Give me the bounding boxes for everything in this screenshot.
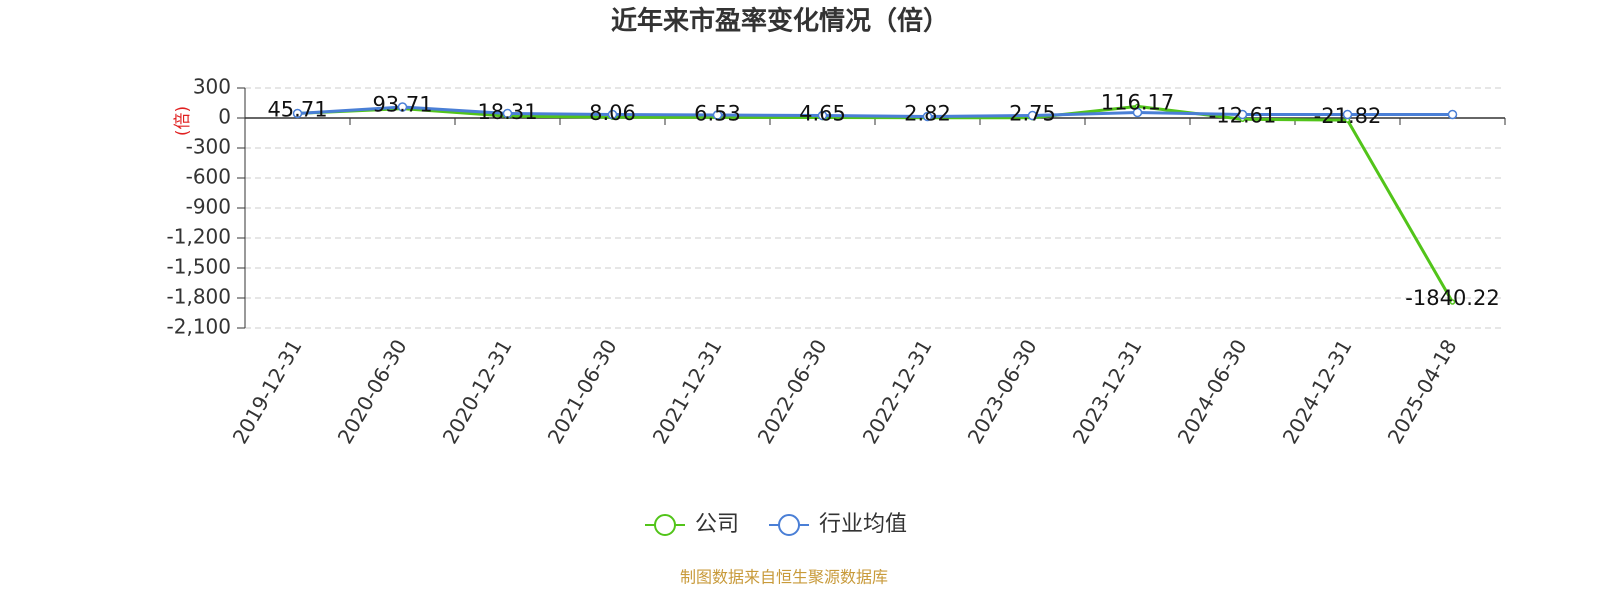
data-label: 8.06 — [589, 101, 636, 125]
legend-label: 行业均值 — [819, 512, 907, 537]
point — [1447, 109, 1458, 120]
data-label: 2.75 — [1009, 102, 1056, 126]
y-tick-label: -1,500 — [167, 255, 231, 279]
x-tick-label: 2022-06-30 — [753, 335, 832, 448]
y-tick-label: 0 — [218, 105, 231, 129]
data-label: -1840.22 — [1405, 286, 1499, 310]
x-tick-label: 2020-06-30 — [333, 335, 412, 448]
y-tick-label: 300 — [193, 75, 231, 99]
data-label: 6.53 — [694, 101, 741, 125]
data-label: 116.17 — [1101, 90, 1174, 114]
x-tick-label: 2024-06-30 — [1173, 335, 1252, 448]
series-line — [297, 105, 1453, 119]
footer: 制图数据来自恒生聚源数据库 — [680, 568, 888, 587]
point — [397, 102, 408, 112]
y-tick-label: -600 — [186, 165, 231, 189]
x-tick-label: 2024-12-31 — [1278, 335, 1357, 448]
x-tick-label: 2020-12-31 — [438, 335, 517, 448]
data-label: 93.71 — [372, 93, 432, 117]
y-tick-label: -2,100 — [167, 315, 231, 339]
point — [712, 110, 723, 120]
point — [1237, 109, 1248, 120]
legend-marker — [778, 514, 801, 536]
x-tick-label: 2022-12-31 — [858, 335, 937, 448]
series-line — [297, 104, 1454, 303]
data-label: -12.61 — [1209, 103, 1277, 127]
data-label: 18.31 — [477, 100, 537, 124]
data-label: -21.82 — [1314, 104, 1382, 128]
x-tick-label: 2019-12-31 — [228, 335, 307, 448]
point — [1132, 107, 1143, 118]
point — [502, 108, 513, 119]
data-label: 2.82 — [904, 102, 951, 126]
point — [292, 108, 303, 119]
point — [1342, 109, 1353, 120]
point — [607, 109, 618, 120]
point — [1449, 299, 1456, 305]
y-tick-label: -1,200 — [167, 225, 231, 249]
chart-title: 近年来市盈率变化情况（倍） — [611, 6, 949, 37]
point — [817, 110, 828, 121]
y-tick-label: -300 — [186, 135, 231, 159]
legend-label: 公司 — [695, 512, 739, 537]
data-label: 4.65 — [799, 102, 846, 126]
y-tick-label: -900 — [186, 195, 231, 219]
data-label: 45.71 — [267, 97, 327, 121]
y-tick-label: -1,800 — [167, 285, 231, 309]
x-tick-label: 2021-06-30 — [543, 335, 622, 448]
point — [1027, 110, 1038, 121]
y-axis-label: (倍) — [173, 106, 193, 136]
legend-marker — [654, 514, 676, 536]
x-tick-label: 2021-12-31 — [648, 335, 727, 448]
x-tick-label: 2025-04-18 — [1383, 335, 1462, 448]
point — [922, 111, 933, 122]
x-tick-label: 2023-12-31 — [1068, 335, 1147, 448]
x-tick-label: 2023-06-30 — [963, 335, 1042, 448]
